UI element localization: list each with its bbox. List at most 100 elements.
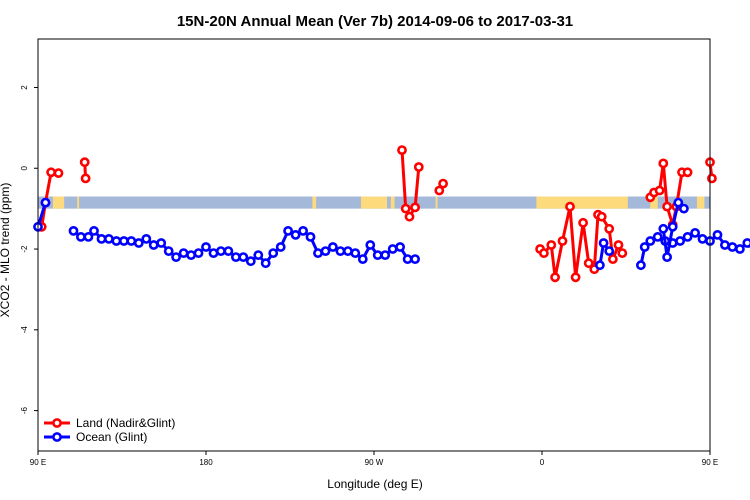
data-point	[298, 225, 308, 236]
data-point	[171, 252, 181, 262]
data-point	[380, 250, 391, 260]
series-line	[538, 205, 624, 279]
data-point	[662, 252, 672, 262]
chart-title: 15N-20N Annual Mean (Ver 7b) 2014-09-06 …	[177, 13, 573, 30]
data-point	[80, 173, 91, 184]
data-point	[735, 244, 745, 254]
data-point	[178, 248, 189, 258]
data-point	[539, 248, 549, 258]
data-point	[79, 157, 90, 168]
data-point	[335, 246, 346, 256]
data-point	[410, 202, 420, 213]
data-point	[550, 272, 560, 283]
data-point	[636, 260, 646, 271]
data-point	[201, 242, 211, 252]
data-point	[679, 203, 689, 214]
data-point	[557, 236, 568, 246]
land-ocean-band	[38, 196, 710, 209]
data-point	[305, 231, 316, 242]
data-point	[133, 238, 144, 248]
y-tick-label: -4	[20, 326, 29, 334]
y-tick-label: -2	[20, 245, 29, 253]
data-point	[645, 236, 656, 246]
data-point	[613, 240, 624, 250]
data-point	[215, 246, 226, 256]
data-point	[434, 185, 445, 196]
data-point	[400, 203, 411, 214]
series-ocean	[33, 197, 750, 271]
data-point	[690, 227, 700, 238]
legend: Land (Nadir&Glint)Ocean (Glint)	[44, 416, 175, 444]
data-point	[89, 225, 99, 236]
data-point	[208, 248, 219, 258]
data-point	[608, 254, 618, 264]
y-tick-label: 2	[20, 85, 29, 90]
legend-marker	[52, 432, 62, 442]
data-point	[40, 197, 51, 208]
data-point	[675, 236, 685, 246]
data-point	[46, 167, 56, 178]
y-axis: 2 0 -2 -4 -6	[20, 85, 38, 414]
land-band-span	[312, 196, 317, 209]
data-point	[397, 145, 407, 155]
data-point	[260, 258, 271, 269]
data-point	[141, 233, 152, 244]
data-point	[357, 254, 368, 264]
data-point	[617, 248, 628, 258]
data-point	[654, 185, 665, 196]
x-tick-label: 0	[540, 458, 545, 467]
data-point	[268, 248, 279, 258]
data-point	[76, 231, 86, 242]
data-point	[727, 242, 738, 252]
x-tick-label: 90 W	[365, 458, 384, 467]
data-point	[682, 167, 693, 178]
legend-marker	[52, 418, 62, 428]
data-point	[283, 225, 293, 236]
data-point	[193, 248, 204, 258]
legend-label: Ocean (Glint)	[76, 430, 147, 444]
data-point	[387, 244, 398, 254]
series-layer	[33, 145, 750, 283]
land-band-span	[360, 196, 388, 209]
data-point	[604, 246, 615, 256]
data-point	[53, 168, 64, 178]
data-point	[402, 254, 413, 264]
data-point	[604, 223, 615, 234]
data-point	[372, 250, 383, 260]
data-point	[68, 225, 79, 236]
data-point	[148, 240, 159, 250]
land-band-span	[390, 196, 395, 209]
data-point	[682, 231, 693, 242]
data-point	[598, 238, 609, 248]
data-point	[658, 223, 669, 234]
data-point	[83, 231, 94, 242]
data-point	[662, 201, 672, 212]
data-point	[583, 258, 594, 269]
data-point	[570, 272, 581, 283]
data-point	[546, 240, 557, 250]
data-point	[673, 197, 684, 208]
land-band-span	[650, 196, 658, 209]
series-land	[36, 145, 717, 283]
y-axis-label: XCO2 - MLO trend (ppm)	[0, 183, 12, 318]
data-point	[275, 242, 286, 252]
data-point	[707, 173, 717, 184]
data-point	[565, 201, 575, 212]
data-point	[652, 231, 663, 242]
data-point	[253, 250, 264, 260]
data-point	[245, 256, 256, 267]
data-point	[365, 240, 376, 250]
data-point	[104, 233, 114, 244]
x-tick-label: 90 E	[30, 458, 46, 467]
data-point	[413, 162, 424, 172]
data-point	[163, 246, 174, 256]
data-point	[395, 242, 405, 252]
x-axis-label: Longitude (deg E)	[327, 477, 422, 491]
data-point	[639, 242, 650, 252]
data-point	[667, 221, 678, 232]
data-point	[342, 246, 353, 256]
data-point	[290, 229, 301, 240]
land-band-span	[77, 196, 80, 209]
data-point	[223, 246, 234, 256]
x-axis: 90 E 180 90 W 0 90 E	[30, 451, 718, 467]
